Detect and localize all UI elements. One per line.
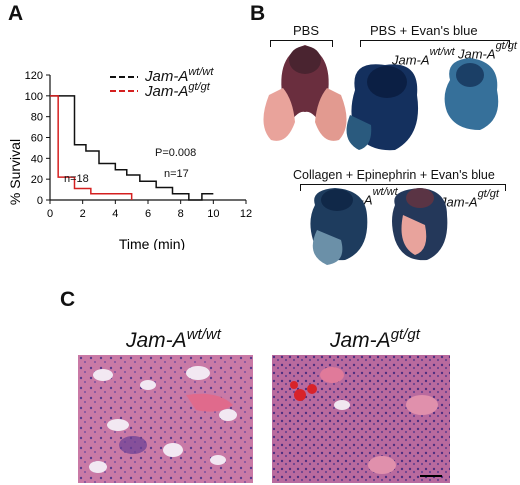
p-value-label: P=0.008 bbox=[155, 147, 197, 159]
n-gt-label: n=18 bbox=[64, 173, 89, 185]
x-tick-label: 4 bbox=[112, 208, 118, 220]
x-tick-label: 2 bbox=[80, 208, 86, 220]
lung-collagen-wt bbox=[310, 188, 368, 265]
panel-a-letter: A bbox=[8, 2, 24, 25]
c-wt-label: Jam-Awt/wt bbox=[126, 326, 221, 352]
pbs-evans-bracket bbox=[360, 40, 510, 47]
y-tick-label: 120 bbox=[25, 70, 43, 82]
lung-pbs-wt bbox=[346, 64, 419, 151]
n-wt-label: n=17 bbox=[164, 168, 189, 180]
y-axis-label: % Survival bbox=[7, 139, 23, 205]
x-tick-label: 10 bbox=[207, 208, 219, 220]
y-tick-label: 0 bbox=[37, 195, 43, 207]
legend-label-wt: Jam-Awt/wt bbox=[145, 66, 214, 85]
series-gt-line bbox=[50, 95, 133, 200]
lung-photos bbox=[263, 45, 499, 265]
y-tick-label: 60 bbox=[31, 133, 43, 145]
b-top-wt-label: Jam-Awt/wt bbox=[392, 46, 455, 68]
b-top-gt-label: Jam-Agt/gt bbox=[458, 40, 517, 62]
collagen-bracket bbox=[300, 184, 506, 191]
panel-c-letter: C bbox=[60, 288, 76, 311]
lung-pbs bbox=[263, 45, 347, 141]
x-tick-label: 0 bbox=[47, 208, 53, 220]
y-tick-label: 20 bbox=[31, 174, 43, 186]
pbs-label: PBS bbox=[293, 23, 320, 38]
b-bottom-gt-label: Jam-Agt/gt bbox=[440, 188, 499, 210]
x-tick-label: 6 bbox=[145, 208, 151, 220]
histology-wt bbox=[78, 355, 253, 483]
lung-pbs-gt bbox=[444, 58, 499, 130]
chart-axes: 0 20 40 60 80 100 120 0 2 4 6 8 10 12 bbox=[25, 70, 252, 220]
histology-gt bbox=[272, 355, 450, 483]
c-gt-label: Jam-Agt/gt bbox=[330, 326, 420, 352]
x-axis-label: Time (min) bbox=[119, 236, 185, 250]
x-tick-label: 12 bbox=[240, 208, 252, 220]
legend-swatches bbox=[110, 76, 138, 92]
collagen-label: Collagen + Epinephrin + Evan's blue bbox=[293, 168, 495, 182]
y-tick-label: 80 bbox=[31, 112, 43, 124]
panel-b-letter: B bbox=[250, 2, 266, 25]
lung-collagen-gt bbox=[392, 188, 448, 261]
legend-label-gt: Jam-Agt/gt bbox=[145, 81, 210, 100]
y-tick-label: 40 bbox=[31, 153, 43, 165]
x-tick-label: 8 bbox=[178, 208, 184, 220]
y-tick-label: 100 bbox=[25, 91, 43, 103]
survival-chart: % Survival Time (min) 0 20 40 60 80 100 120 0 2 4… bbox=[7, 70, 252, 250]
pbs-evans-label: PBS + Evan's blue bbox=[370, 23, 478, 38]
series-wt-line bbox=[50, 95, 214, 201]
chart-series bbox=[50, 95, 214, 201]
pbs-bracket bbox=[270, 40, 333, 47]
